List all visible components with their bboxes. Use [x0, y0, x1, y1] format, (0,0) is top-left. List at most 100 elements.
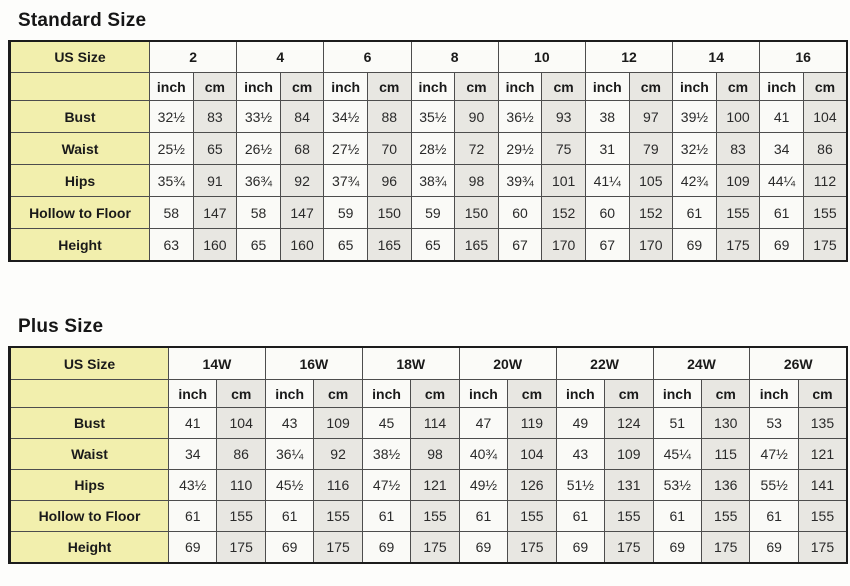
value-cell: 100	[715, 100, 761, 133]
value-cell: 175	[802, 228, 848, 262]
value-cell: 59	[323, 196, 368, 229]
row-label: Height	[9, 228, 150, 262]
value-cell: 141	[797, 469, 848, 501]
value-cell: 68	[279, 132, 325, 165]
value-cell: 44¼	[759, 164, 804, 197]
value-cell: 61	[458, 500, 509, 532]
value-cell: 41	[759, 100, 804, 133]
standard-size-title: Standard Size	[18, 10, 147, 31]
standard-size-table-host: US Size 2 4 6 8 10 12 14 16 inch cm inch cm inch cm inc…	[8, 40, 848, 262]
size-header-cell: 20W	[458, 346, 557, 380]
value-cell: 32½	[672, 132, 717, 165]
us-size-header-cell: US Size	[9, 40, 150, 73]
size-header-cell: 18W	[361, 346, 460, 380]
us-size-header-cell: US Size	[9, 346, 169, 380]
value-cell: 92	[313, 438, 363, 470]
value-cell: 69	[652, 531, 702, 564]
value-cell: 155	[507, 500, 557, 532]
value-cell: 43	[264, 407, 315, 439]
size-header-cell: 8	[410, 40, 499, 73]
value-cell: 55½	[749, 469, 799, 501]
value-cell: 69	[759, 228, 804, 262]
standard-size-section: Standard Size US Size 2 4 6 8 10 12 14 16 inch cm i…	[8, 10, 848, 262]
size-header-cell: 2	[148, 40, 238, 73]
size-table: US Size 2 4 6 8 10 12 14 16 inch cm inch cm inch cm inc…	[8, 40, 848, 262]
value-cell: 28½	[410, 132, 456, 165]
value-cell: 61	[264, 500, 315, 532]
value-cell: 152	[541, 196, 586, 229]
value-cell: 175	[313, 531, 363, 564]
value-cell: 59	[410, 196, 456, 229]
value-cell: 165	[366, 228, 412, 262]
size-header-cell: 16	[759, 40, 848, 73]
value-cell: 61	[672, 196, 717, 229]
value-cell: 65	[410, 228, 456, 262]
value-cell: 150	[366, 196, 412, 229]
value-cell: 175	[715, 228, 761, 262]
row-label: Hollow to Floor	[9, 196, 150, 229]
value-cell: 109	[313, 407, 363, 439]
value-cell: 160	[279, 228, 325, 262]
value-cell: 130	[700, 407, 751, 439]
value-cell: 37¾	[323, 164, 368, 197]
value-cell: 67	[497, 228, 543, 262]
row-label: Hips	[9, 469, 169, 501]
size-header-cell: 4	[236, 40, 325, 73]
value-cell: 88	[366, 100, 412, 133]
value-cell: 90	[454, 100, 499, 133]
value-cell: 61	[167, 500, 218, 532]
value-cell: 43	[555, 438, 606, 470]
unit-header-cell: cm	[797, 379, 848, 408]
unit-header-cell: inch	[672, 72, 717, 101]
value-cell: 92	[279, 164, 325, 197]
value-cell: 104	[216, 407, 266, 439]
value-cell: 155	[802, 196, 848, 229]
size-header-cell: 12	[584, 40, 674, 73]
unit-header-cell: inch	[759, 72, 804, 101]
plus-size-title: Plus Size	[18, 316, 104, 337]
value-cell: 27½	[323, 132, 368, 165]
value-cell: 170	[541, 228, 586, 262]
row-label: Bust	[9, 100, 150, 133]
value-cell: 61	[361, 500, 412, 532]
value-cell: 65	[192, 132, 238, 165]
value-cell: 63	[149, 228, 194, 262]
value-cell: 109	[715, 164, 761, 197]
value-cell: 175	[604, 531, 654, 564]
unit-header-cell: cm	[541, 72, 586, 101]
size-header-cell: 22W	[555, 346, 654, 380]
value-cell: 69	[672, 228, 717, 262]
value-cell: 69	[749, 531, 799, 564]
value-cell: 41¼	[584, 164, 630, 197]
row-label: Waist	[9, 438, 169, 470]
value-cell: 131	[604, 469, 654, 501]
value-cell: 126	[507, 469, 557, 501]
value-cell: 155	[216, 500, 266, 532]
value-cell: 98	[454, 164, 499, 197]
value-cell: 51	[652, 407, 702, 439]
value-cell: 104	[507, 438, 557, 470]
value-cell: 110	[216, 469, 266, 501]
value-cell: 49	[555, 407, 606, 439]
value-cell: 40¾	[458, 438, 509, 470]
value-cell: 96	[366, 164, 412, 197]
value-cell: 61	[759, 196, 804, 229]
value-cell: 69	[361, 531, 412, 564]
value-cell: 35¾	[149, 164, 194, 197]
size-header-cell: 14W	[168, 346, 266, 380]
unit-header-cell: inch	[497, 72, 543, 101]
value-cell: 147	[192, 196, 238, 229]
unit-header-cell: inch	[555, 379, 606, 408]
value-cell: 119	[507, 407, 557, 439]
unit-header-cell: inch	[410, 72, 456, 101]
unit-header-cell: cm	[454, 72, 499, 101]
unit-header-cell: cm	[604, 379, 654, 408]
unit-header-cell: cm	[279, 72, 325, 101]
value-cell: 165	[454, 228, 499, 262]
value-cell: 39½	[672, 100, 717, 133]
value-cell: 101	[541, 164, 586, 197]
value-cell: 26½	[236, 132, 281, 165]
size-table: US Size 14W 16W 18W 20W 22W 24W 26W inch cm inch cm…	[8, 346, 848, 564]
value-cell: 160	[192, 228, 238, 262]
row-label: Waist	[9, 132, 150, 165]
